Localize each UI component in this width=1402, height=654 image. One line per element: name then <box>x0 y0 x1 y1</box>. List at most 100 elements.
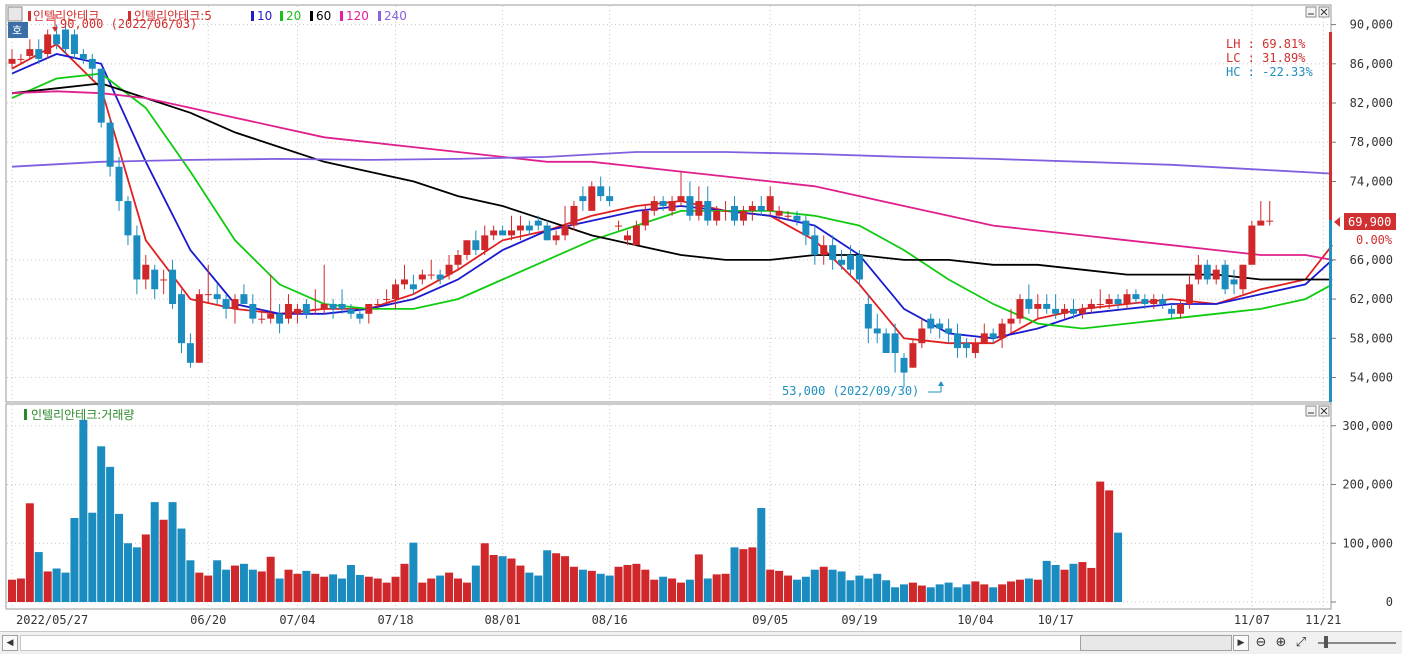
scrollbar-thumb[interactable] <box>1080 635 1232 651</box>
price-tick-label: 54,000 <box>1350 370 1393 384</box>
candle-body <box>641 210 649 226</box>
candle-body <box>579 196 587 202</box>
candle-body <box>1239 264 1247 290</box>
candle-body <box>1150 299 1158 304</box>
volume-bar <box>623 564 632 602</box>
x-tick-label: 09/05 <box>752 613 788 627</box>
volume-bar <box>284 569 293 602</box>
candle-body <box>731 205 739 221</box>
scroll-right-icon[interactable]: ▶ <box>1233 635 1249 651</box>
x-tick-label: 10/17 <box>1038 613 1074 627</box>
volume-bar <box>480 543 489 602</box>
volume-bar <box>516 565 525 602</box>
candle-body <box>516 225 524 231</box>
candle-body <box>508 230 516 236</box>
candle-body <box>499 230 507 236</box>
volume-bar <box>935 584 944 602</box>
volume-bar <box>703 578 712 602</box>
candle-body <box>748 205 756 211</box>
minimize-icon[interactable] <box>1305 6 1317 18</box>
candle-body <box>106 122 114 167</box>
candle-body <box>436 274 444 280</box>
candle-body <box>534 220 542 226</box>
volume-bar <box>543 550 552 602</box>
volume-bar <box>712 574 721 602</box>
volume-bar <box>231 565 239 602</box>
ratio-box: LH : 69.81% LC : 31.89% HC : -22.33% <box>1226 37 1313 79</box>
volume-bar <box>293 573 302 602</box>
price-panel-controls[interactable] <box>1305 6 1330 18</box>
volume-tick-label: 300,000 <box>1342 419 1393 433</box>
candle-body <box>204 294 212 296</box>
volume-bar <box>668 578 677 602</box>
volume-bar <box>828 569 837 602</box>
volume-bar <box>685 579 694 602</box>
candle-body <box>650 201 658 211</box>
candle-body <box>8 58 16 64</box>
volume-bar <box>489 555 498 602</box>
candle-body <box>829 245 837 260</box>
volume-bar <box>917 585 926 602</box>
volume-bar <box>989 587 998 602</box>
badge[interactable] <box>8 22 28 38</box>
zoom-out-icon[interactable]: ⊖ <box>1255 635 1267 650</box>
candle-body <box>427 274 435 276</box>
ratio-hc: HC : -22.33% <box>1226 65 1313 79</box>
candle-body <box>124 201 132 236</box>
candle-body <box>811 235 819 255</box>
candle-body <box>400 279 408 285</box>
volume-bar <box>364 576 373 602</box>
volume-bar <box>311 573 320 602</box>
ratio-lh: LH : 69.81% <box>1226 37 1306 51</box>
price-tick-label: 74,000 <box>1350 174 1393 188</box>
range-bar-down <box>1329 220 1332 402</box>
candle-body <box>677 196 685 202</box>
candle-body <box>1212 269 1220 280</box>
candle-body <box>695 201 703 216</box>
volume-bar <box>641 569 650 602</box>
volume-bar <box>427 578 436 602</box>
ma-120-line <box>11 90 1333 261</box>
volume-panel-controls[interactable] <box>1305 405 1330 417</box>
volume-bar <box>944 582 953 602</box>
candle-body <box>686 196 694 216</box>
candle-body <box>1034 303 1042 309</box>
candle-body <box>249 303 257 319</box>
candle-body <box>784 215 792 217</box>
volume-bar <box>1051 564 1060 602</box>
candle-body <box>285 303 293 319</box>
zoom-slider-handle[interactable] <box>1324 636 1328 648</box>
volume-bar <box>248 569 257 602</box>
volume-bar <box>775 570 784 602</box>
volume-tick-label: 0 <box>1386 595 1393 609</box>
volume-bar <box>810 569 819 602</box>
candle-body <box>392 284 400 300</box>
candle-body <box>882 333 890 353</box>
volume-bar <box>70 517 79 602</box>
volume-bar <box>177 528 186 602</box>
candle-body <box>570 205 578 226</box>
legend-item-ma240: 240 <box>384 9 407 23</box>
expand-icon[interactable]: ⤢ <box>1295 635 1307 650</box>
candle-body <box>659 201 667 206</box>
candle-body <box>900 357 908 373</box>
zoom-in-icon[interactable]: ⊕ <box>1275 635 1287 650</box>
scroll-left-icon[interactable]: ◀ <box>2 635 18 651</box>
candle-body <box>802 220 810 236</box>
volume-bar <box>106 466 115 602</box>
candle-body <box>962 343 970 349</box>
high-annotation-label: 90,000 (2022/06/03) <box>60 17 197 31</box>
ratio-lc: LC : 31.89% <box>1226 51 1306 65</box>
volume-bar <box>400 563 409 602</box>
scrollbar-track[interactable] <box>20 635 1082 651</box>
volume-bar <box>8 579 16 602</box>
candle-body <box>1221 264 1229 290</box>
candle-body <box>1087 303 1095 309</box>
candle-body <box>1016 299 1024 319</box>
candle-body <box>302 303 310 314</box>
legend-item-ma20: 20 <box>286 9 301 23</box>
volume-bar <box>837 571 846 602</box>
zoom-slider[interactable] <box>1318 642 1396 644</box>
candle-body <box>383 299 391 301</box>
minimize-icon[interactable] <box>1305 405 1317 417</box>
